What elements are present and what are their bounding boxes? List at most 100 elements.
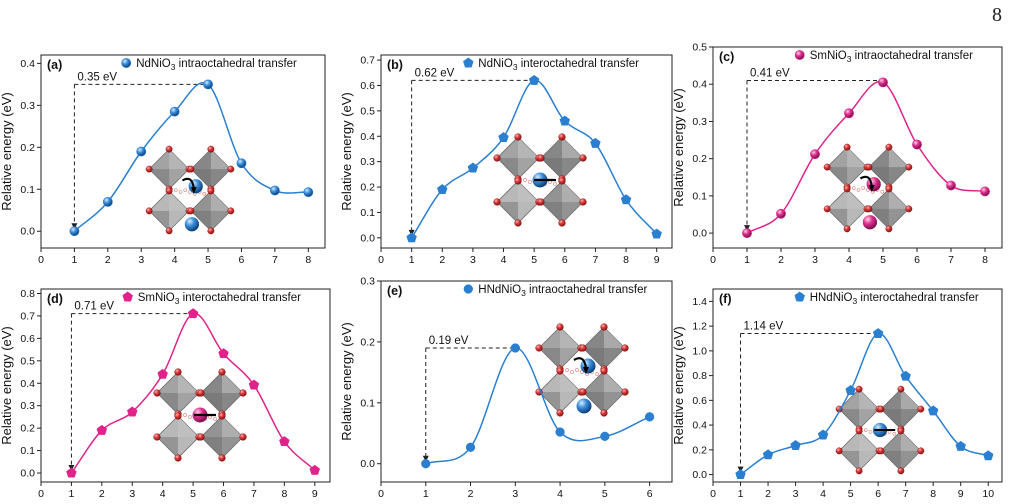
barrier-arrow-head-icon: [422, 455, 429, 462]
oxygen-atom: [187, 165, 195, 173]
x-tick-label: 2: [99, 488, 105, 500]
x-tick-label: 2: [778, 254, 784, 266]
octahedron-face: [497, 158, 518, 179]
data-point: [248, 379, 260, 390]
octahedron-face: [222, 372, 243, 393]
barrier-label: 0.35 eV: [77, 71, 117, 83]
path-site-icon: [528, 180, 532, 184]
x-tick-label: 3: [512, 488, 518, 500]
panel-label: (c): [719, 50, 734, 64]
octahedron-face: [562, 181, 583, 202]
data-point: [590, 137, 601, 148]
data-point: [69, 226, 80, 237]
legend-text: NdNiO3 interoctahedral transfer: [478, 58, 639, 72]
y-tick-label: 0.6: [20, 333, 35, 345]
x-tick-label: 5: [880, 254, 886, 266]
oxygen-atom: [227, 165, 235, 173]
data-point: [465, 442, 476, 452]
y-axis-label: Relative energy (eV): [0, 92, 14, 211]
legend-subscript: 3: [175, 296, 180, 306]
oxygen-atom: [218, 368, 226, 376]
x-tick-label: 1: [738, 488, 744, 500]
octahedron-face: [210, 190, 231, 211]
x-tick-label: 7: [251, 488, 257, 500]
y-tick-label: 0.4: [20, 58, 35, 70]
oxygen-atom: [174, 454, 182, 462]
oxygen-atom: [535, 344, 543, 352]
barrier-label: 1.14 eV: [744, 321, 784, 333]
oxygen-atom: [514, 133, 522, 141]
path-site-icon: [863, 428, 868, 432]
oxygen-atom: [905, 163, 913, 171]
oxygen-atom: [165, 187, 173, 195]
x-tick-label: 0: [38, 254, 44, 266]
octahedron-face: [560, 371, 581, 392]
oxygen-atom: [207, 227, 215, 235]
oxygen-atom: [897, 467, 905, 475]
oxygen-atom: [917, 405, 925, 413]
octahedron-face: [868, 208, 889, 229]
octahedron-face: [900, 389, 921, 410]
oxygen-atom: [537, 198, 545, 206]
oxygen-atom: [556, 409, 564, 417]
y-tick-label: 0.3: [360, 276, 375, 288]
y-tick-label: 0.5: [20, 355, 35, 367]
path-site-icon: [173, 188, 178, 192]
data-point: [790, 439, 801, 450]
legend-text: NdNiO3 intraoctahedral transfer: [136, 58, 297, 72]
x-tick-label: 0: [378, 488, 384, 500]
octahedron-face: [201, 393, 222, 414]
oxygen-atom: [153, 433, 161, 441]
oxygen-atom: [174, 412, 182, 420]
octahedron-face: [847, 147, 868, 168]
y-tick-label: 0.2: [20, 423, 35, 435]
y-tick-label: 1.2: [692, 321, 707, 333]
oxygen-atom: [227, 207, 235, 215]
path-site-icon: [595, 372, 599, 376]
x-tick-label: 8: [930, 488, 936, 500]
oxygen-atom: [145, 165, 153, 173]
legend-subscript: 3: [513, 62, 518, 72]
y-tick-label: 0.5: [692, 42, 707, 54]
path-site-icon: [880, 189, 885, 194]
ion-final-icon: [862, 215, 878, 230]
data-point: [555, 427, 565, 437]
data-point: [303, 187, 314, 198]
y-tick-label: 0.6: [692, 395, 707, 407]
octahedra-structure-icon: [145, 145, 235, 235]
oxygen-atom: [621, 344, 629, 352]
x-tick-label: 1: [409, 254, 415, 266]
ion-final-icon: [576, 398, 592, 414]
x-tick-label: 5: [190, 488, 196, 500]
x-tick-label: 0: [710, 254, 716, 266]
legend-marker: [463, 57, 474, 68]
x-tick-label: 1: [744, 254, 750, 266]
path-site-icon: [202, 191, 207, 196]
octahedron-face: [859, 430, 880, 451]
x-tick-label: 3: [793, 488, 799, 500]
arrow-head-icon: [583, 367, 589, 374]
y-tick-label: 0.1: [360, 397, 375, 409]
x-tick-label: 4: [172, 254, 178, 266]
y-tick-label: 0.2: [692, 444, 707, 456]
x-tick-label: 10: [982, 488, 994, 500]
x-tick-label: 4: [820, 488, 826, 500]
data-point: [467, 162, 479, 173]
chart-panel: 0 1 2 3 4 5 6 7 8 0.0 0.1 0.2 0.3 0.4 0.5 Relative ener…: [671, 42, 1003, 266]
y-tick-label: 0.4: [20, 378, 35, 390]
oxygen-atom: [579, 154, 587, 162]
arrow-head-icon: [868, 185, 875, 192]
data-point: [912, 139, 922, 150]
x-tick-label: 1: [68, 488, 74, 500]
x-tick-label: 2: [468, 488, 474, 500]
legend-text: HNdNiO3 intraoctahedral transfer: [478, 284, 647, 298]
oxygen-atom: [885, 185, 893, 193]
octahedron-face: [827, 208, 848, 229]
y-tick-label: 0.5: [360, 105, 375, 117]
path-site-icon: [892, 431, 897, 436]
path-site-icon: [856, 188, 861, 192]
legend-marker: [121, 58, 132, 68]
plot-frame: [40, 288, 331, 483]
octahedron-face: [178, 372, 199, 393]
octahedron-face: [149, 210, 170, 231]
